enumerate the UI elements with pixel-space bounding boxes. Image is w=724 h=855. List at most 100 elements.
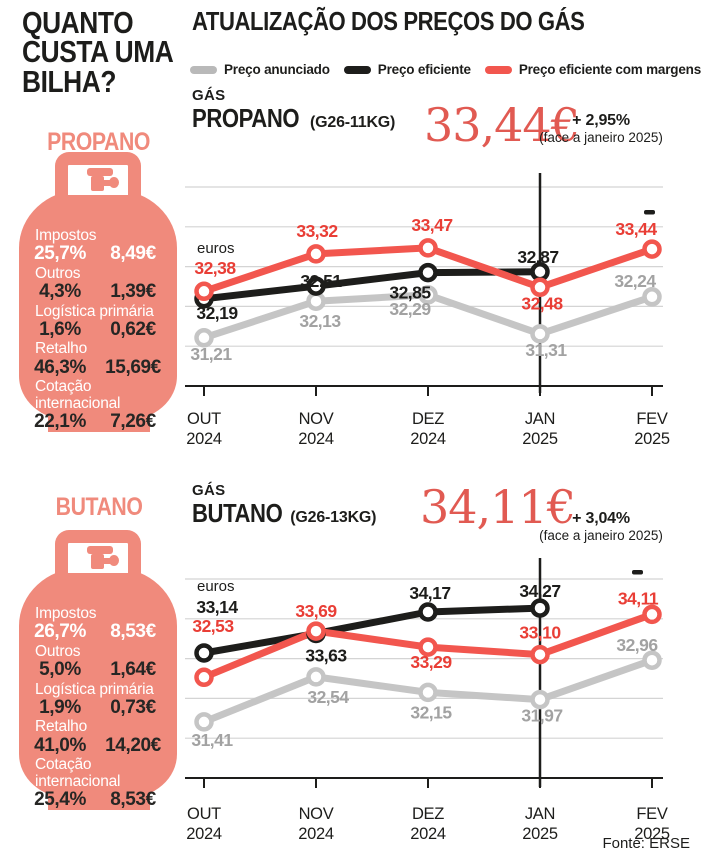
month-year-label: 2025 — [522, 430, 558, 448]
breakdown-percent: 4,3% — [39, 281, 81, 303]
butano-bottle-title: BUTANO — [55, 493, 143, 521]
month-label: DEZ — [412, 410, 444, 428]
month-year-label: 2024 — [298, 430, 334, 448]
data-point — [530, 324, 550, 344]
breakdown-label: Impostos — [35, 605, 97, 622]
value-label: 32,96 — [616, 635, 658, 655]
breakdown-label: Logística primária — [35, 680, 154, 698]
breakdown-euro-value: 1,39€ — [110, 281, 156, 303]
breakdown-euro-value: 1,64€ — [110, 659, 156, 681]
value-label: 31,31 — [525, 340, 567, 360]
bottle-body — [19, 568, 177, 798]
bottle-body — [19, 190, 177, 420]
value-label: 33,29 — [410, 652, 452, 672]
month-label: OUT — [187, 805, 221, 823]
breakdown-row: Cotação internacional 25,4% 8,53€ — [26, 757, 172, 810]
data-point — [530, 598, 550, 618]
value-label: 32,15 — [410, 702, 452, 722]
propano-gas-label: GÁS — [192, 87, 226, 104]
data-point — [642, 239, 662, 259]
breakdown-label: Retalho — [35, 718, 88, 736]
value-label: 34,27 — [519, 581, 560, 601]
page-title: QUANTO CUSTA UMA BILHA? — [22, 5, 173, 99]
data-point — [306, 244, 326, 264]
value-label: 32,13 — [299, 311, 341, 331]
breakdown-row: Retalho 46,3% 15,69€ — [26, 340, 172, 378]
breakdown-percent: 46,3% — [34, 356, 86, 378]
breakdown-row: Logística primária 1,6% 0,62€ — [26, 302, 172, 341]
main-title: ATUALIZAÇÃO DOS PREÇOS DO GÁS — [192, 6, 585, 36]
butano-chart-svg: 31,41 32,54 32,15 31,97 32,96 33,14 33,63 34,17… — [185, 558, 670, 843]
value-label: 33,47 — [411, 215, 452, 235]
propano-chart-svg: 31,21 32,13 32,29 31,31 32,24 32,19 32,51 32,85… — [185, 173, 670, 448]
breakdown-label: Logística primária — [35, 302, 154, 320]
value-label: 32,19 — [196, 303, 238, 323]
series-line-pre-o-eficiente — [200, 268, 544, 303]
propano-cost-breakdown: Impostos 25,7% 8,49€ Outros 4,3% 1,39€ Logísti… — [26, 227, 172, 433]
butano-bottle-graphic: Impostos 26,7% 8,53€ Outros 5,0% 1,64€ Logísti… — [19, 528, 177, 818]
data-point — [530, 277, 550, 298]
bottle-handle — [55, 530, 141, 574]
breakdown-euro-value: 0,73€ — [110, 697, 156, 719]
breakdown-row: Outros 5,0% 1,64€ — [26, 643, 172, 681]
breakdown-row: Impostos 25,7% 8,49€ — [26, 227, 172, 265]
value-label: 32,38 — [194, 258, 236, 278]
value-label: 31,97 — [521, 706, 562, 726]
value-label: 32,85 — [389, 283, 431, 303]
valve-icon — [87, 546, 113, 554]
month-label: DEZ — [412, 805, 444, 823]
data-point — [306, 276, 326, 296]
breakdown-percent: 26,7% — [34, 621, 86, 643]
legend-dash-icon — [343, 65, 371, 74]
data-point — [642, 287, 662, 307]
data-point — [530, 689, 550, 710]
data-point — [642, 650, 662, 670]
month-year-label: 2024 — [410, 825, 446, 843]
value-label: 33,69 — [295, 601, 337, 621]
data-point — [418, 238, 438, 258]
butano-current-price: 34,11€ — [420, 480, 576, 534]
month-label: FEV — [636, 805, 667, 823]
breakdown-euro-value: 14,20€ — [105, 734, 161, 756]
breakdown-percent: 41,0% — [34, 734, 86, 756]
bottle-valve-window — [67, 543, 129, 573]
month-label: NOV — [299, 805, 334, 823]
data-point — [418, 285, 438, 305]
legend-label: Preço eficiente — [377, 62, 471, 77]
y-unit-label: euros — [197, 240, 235, 257]
breakdown-label: Impostos — [35, 227, 97, 244]
breakdown-percent: 25,7% — [34, 243, 86, 265]
propano-chart-title: PROPANO (G26-11KG) — [192, 103, 396, 133]
series-line-pre-o-eficiente — [200, 604, 544, 657]
value-label: 34,17 — [409, 583, 450, 603]
breakdown-label: Retalho — [35, 340, 88, 358]
data-point — [418, 602, 438, 622]
value-label: 33,32 — [296, 221, 338, 241]
value-label: 33,10 — [519, 623, 561, 643]
value-label: 32,48 — [521, 293, 563, 313]
value-label: 33,14 — [196, 597, 238, 617]
legend-dash-icon — [190, 65, 217, 74]
breakdown-row: Outros 4,3% 1,39€ — [26, 265, 172, 303]
month-year-label: 2025 — [634, 430, 670, 448]
data-point — [194, 643, 214, 663]
breakdown-row: Logística primária 1,9% 0,73€ — [26, 680, 172, 719]
value-label: 34,11 — [618, 588, 659, 608]
propano-bottle-title: PROPANO — [47, 128, 151, 156]
data-point — [530, 644, 550, 665]
data-point — [194, 281, 214, 302]
value-label: 32,87 — [517, 247, 558, 267]
propano-price-change: + 2,95% (face a janeiro 2025) — [539, 112, 663, 145]
breakdown-label: Cotação internacional — [35, 378, 121, 412]
month-label: JAN — [525, 410, 555, 428]
butano-chart-title: BUTANO (G26-13KG) — [192, 498, 377, 528]
data-point — [194, 712, 214, 732]
butano-price-change: + 3,04% (face a janeiro 2025) — [539, 510, 663, 543]
chart-legend: Preço anunciado Preço eficiente Preço efic… — [190, 62, 701, 77]
month-year-label: 2024 — [186, 430, 222, 448]
month-label: JAN — [525, 805, 555, 823]
propano-current-price: 33,44€ — [424, 98, 580, 152]
breakdown-euro-value: 0,62€ — [110, 319, 156, 341]
valve-icon — [87, 168, 113, 176]
